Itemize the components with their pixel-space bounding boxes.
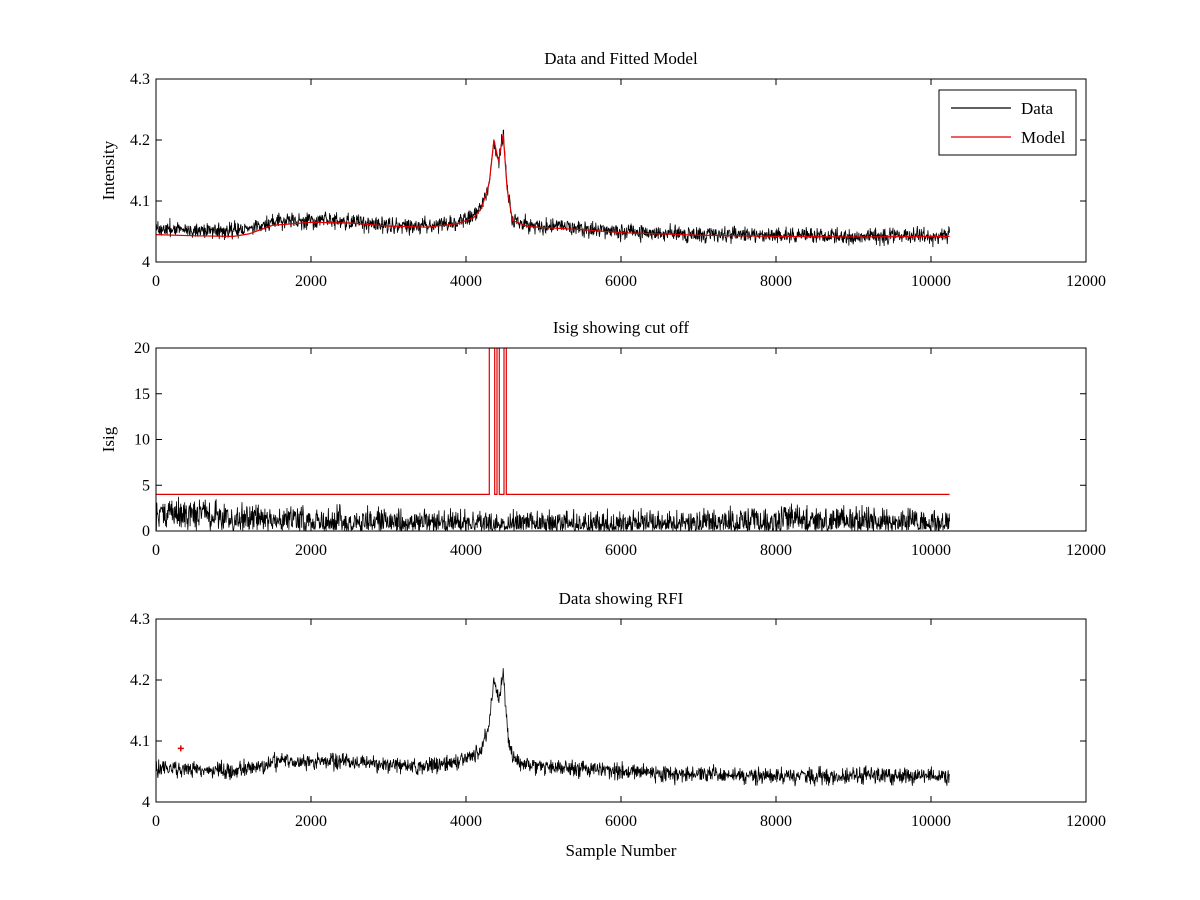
chart-title: Data and Fitted Model	[544, 49, 698, 68]
x-tick-label: 0	[152, 813, 160, 830]
legend-label: Data	[1021, 99, 1054, 118]
axes-box	[155, 347, 1087, 532]
plot-area	[156, 129, 950, 248]
y-tick-label: 20	[134, 340, 150, 357]
x-tick-label: 12000	[1066, 813, 1106, 830]
x-tick-label: 0	[152, 542, 160, 559]
y-tick-label: 4.3	[130, 611, 150, 628]
x-tick-label: 2000	[295, 542, 327, 559]
x-tick-label: 2000	[295, 273, 327, 290]
legend-box	[938, 89, 1077, 156]
x-tick-label: 0	[152, 273, 160, 290]
x-tick-label: 10000	[911, 542, 951, 559]
y-tick-label: 4.1	[130, 733, 150, 750]
plot-area	[156, 348, 950, 531]
series-data-line	[156, 129, 950, 248]
y-tick-label: 4	[142, 794, 150, 811]
x-tick-label: 12000	[1066, 273, 1106, 290]
x-axis-label: Sample Number	[566, 841, 677, 860]
x-tick-label: 12000	[1066, 542, 1106, 559]
y-tick-label: 0	[142, 523, 150, 540]
series-model-line	[156, 133, 950, 238]
y-axis-label: Intensity	[99, 140, 118, 200]
x-tick-label: 6000	[605, 813, 637, 830]
y-tick-label: 4.3	[130, 71, 150, 88]
rfi-marker	[177, 745, 184, 752]
x-tick-label: 8000	[760, 542, 792, 559]
y-tick-label: 15	[134, 386, 150, 403]
series-data-line	[156, 668, 950, 787]
plot-area	[156, 668, 950, 787]
y-axis-label: Isig	[99, 426, 118, 452]
x-tick-label: 6000	[605, 542, 637, 559]
x-tick-label: 4000	[450, 542, 482, 559]
series-cut-off-line	[156, 348, 950, 495]
x-tick-label: 10000	[911, 273, 951, 290]
chart-title: Data showing RFI	[559, 589, 684, 608]
chart-title: Isig showing cut off	[553, 318, 689, 337]
y-tick-label: 4.1	[130, 193, 150, 210]
x-tick-label: 4000	[450, 273, 482, 290]
y-tick-label: 4	[142, 254, 150, 271]
x-tick-label: 4000	[450, 813, 482, 830]
subplot-1: 0 2000 4000 6000 8000 10000 12000 4 4.1 4.2 4.3 Dat…	[99, 49, 1106, 290]
subplot-2: 0 2000 4000 6000 8000 10000 12000 0 5 10 15 20 Isig …	[99, 318, 1106, 559]
y-tick-label: 4.2	[130, 132, 150, 149]
y-tick-label: 10	[134, 432, 150, 449]
y-tick-label: 4.2	[130, 672, 150, 689]
legend-label: Model	[1021, 128, 1066, 147]
legend: Data Model	[938, 89, 1077, 156]
series-isig-line	[156, 496, 950, 531]
x-tick-label: 8000	[760, 273, 792, 290]
x-tick-label: 2000	[295, 813, 327, 830]
x-tick-label: 10000	[911, 813, 951, 830]
x-tick-label: 6000	[605, 273, 637, 290]
x-tick-label: 8000	[760, 813, 792, 830]
y-tick-label: 5	[142, 477, 150, 494]
subplot-3: 0 2000 4000 6000 8000 10000 12000 4 4.1 4.2 4.3 Dat…	[130, 589, 1106, 860]
